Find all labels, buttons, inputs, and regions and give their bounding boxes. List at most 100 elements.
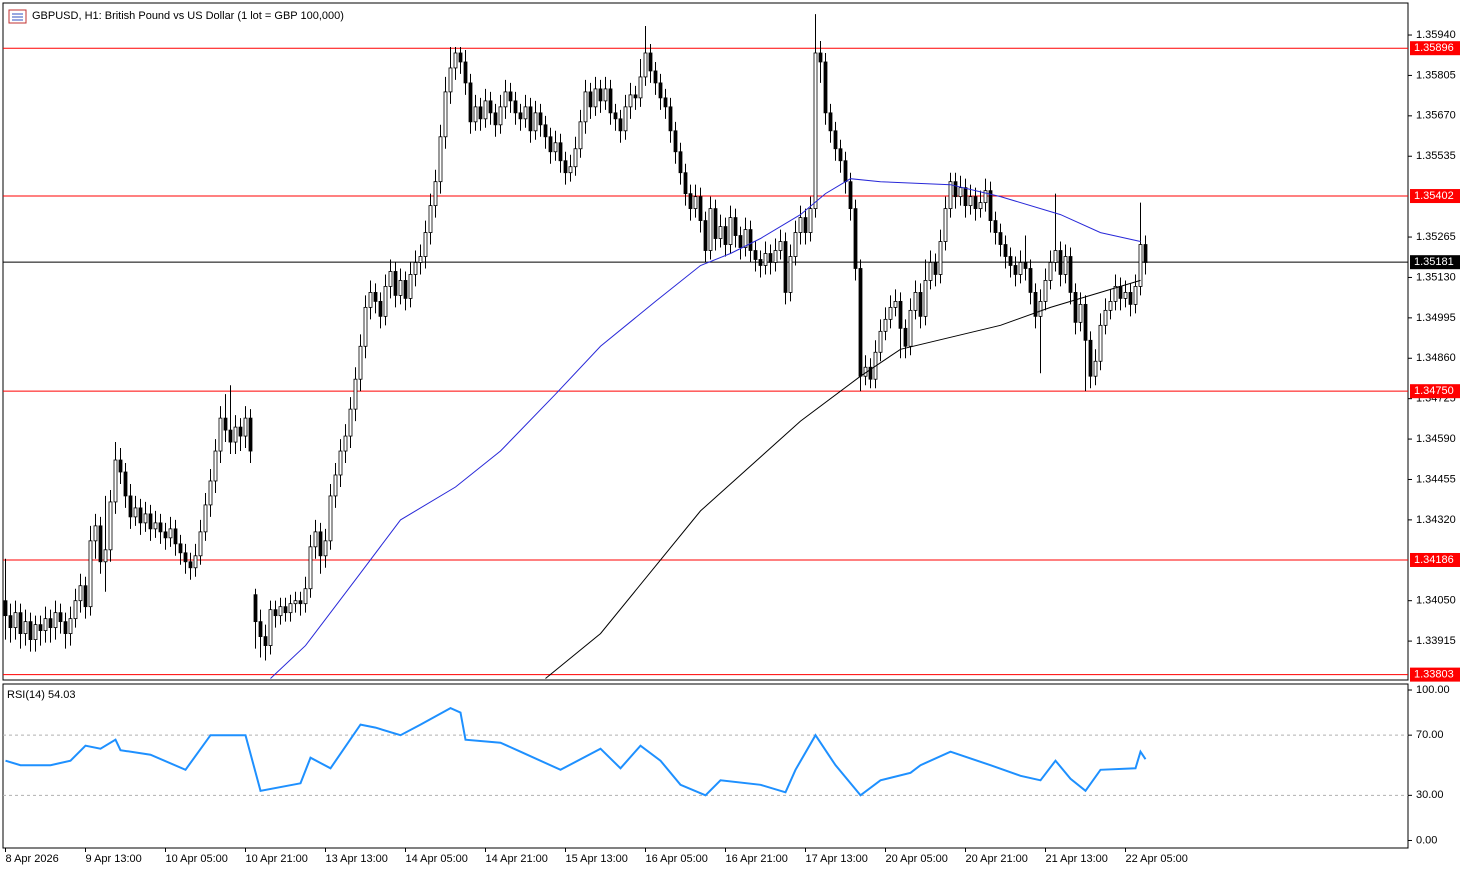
x-tick-label: 20 Apr 21:00 <box>966 853 1028 865</box>
indicator-pane <box>2 683 1409 849</box>
candle-body <box>133 507 138 518</box>
candle-body <box>673 130 678 153</box>
candle-body <box>533 112 538 132</box>
candle-body <box>653 70 658 84</box>
candle-body <box>1053 250 1058 263</box>
candle-body <box>643 52 648 78</box>
candle-body <box>8 615 13 629</box>
candle-body <box>178 543 183 554</box>
candle-body <box>1093 360 1098 377</box>
candle-body <box>658 82 663 99</box>
candle-body <box>398 280 403 296</box>
candle-body <box>508 91 513 102</box>
candle-body <box>273 609 278 617</box>
candle-body <box>363 306 368 347</box>
candle-body <box>598 88 603 102</box>
candle-body <box>1118 286 1123 299</box>
candle-body <box>783 241 788 293</box>
candle-body <box>738 235 743 248</box>
candle-body <box>378 300 383 317</box>
candle-body <box>3 600 8 617</box>
candle-body <box>208 480 213 506</box>
candle-body <box>798 217 803 233</box>
candle-body <box>148 513 153 530</box>
candle-body <box>763 253 768 266</box>
candle-body <box>103 549 108 563</box>
candle-body <box>943 208 948 242</box>
candle-body <box>93 525 98 542</box>
candle-body <box>428 205 433 233</box>
candle-body <box>718 226 723 239</box>
y-tick-label: 1.35805 <box>1416 69 1456 81</box>
candle-body <box>773 250 778 263</box>
candle-body <box>688 193 693 210</box>
candle-body <box>963 187 968 207</box>
candle-body <box>808 208 813 233</box>
candle-body <box>998 232 1003 245</box>
candle-body <box>1068 256 1073 293</box>
candle-body <box>433 181 438 207</box>
candle-body <box>993 220 998 233</box>
candle-body <box>958 187 963 198</box>
candle-body <box>1098 324 1103 362</box>
candle-body <box>853 208 858 269</box>
candle-body <box>1138 244 1143 287</box>
candle-body <box>158 522 163 533</box>
candle-body <box>1113 286 1118 302</box>
x-tick-label: 14 Apr 21:00 <box>486 853 548 865</box>
candle-body <box>143 513 148 524</box>
candle-body <box>728 217 733 245</box>
candle-body <box>88 540 93 608</box>
candle-body <box>98 525 103 563</box>
x-tick-label: 10 Apr 05:00 <box>166 853 228 865</box>
indicator-y-tick-label: 70.00 <box>1416 729 1444 741</box>
candle-body <box>498 106 503 126</box>
candle-body <box>628 94 633 108</box>
candle-body <box>38 624 43 632</box>
candle-body <box>458 52 463 63</box>
candle-body <box>1023 262 1028 269</box>
candle-body <box>28 621 33 640</box>
candle-body <box>708 208 713 251</box>
candle-body <box>1033 292 1038 317</box>
candle-body <box>698 196 703 221</box>
candle-body <box>528 106 533 132</box>
candle-body <box>1108 300 1113 311</box>
candle-body <box>168 528 173 539</box>
candle-body <box>1043 280 1048 302</box>
candle-body <box>308 546 313 590</box>
candle-body <box>538 112 543 126</box>
candle-body <box>1133 286 1138 305</box>
candle-body <box>48 618 53 629</box>
current-price-label: 1.35181 <box>1414 256 1454 268</box>
main-pane <box>2 2 1409 681</box>
candle-body <box>108 501 113 551</box>
candle-body <box>1073 292 1078 323</box>
candle-body <box>908 309 913 347</box>
candle-body <box>483 100 488 120</box>
candle-body <box>553 142 558 153</box>
candle-body <box>988 190 993 221</box>
candle-body <box>373 292 378 302</box>
candle-body <box>83 585 88 608</box>
candle-body <box>833 130 838 150</box>
y-tick-label: 1.35670 <box>1416 110 1456 122</box>
candle-body <box>648 52 653 72</box>
candle-body <box>618 118 623 132</box>
candle-body <box>333 474 338 497</box>
candle-body <box>858 268 863 377</box>
candle-body <box>313 531 318 548</box>
candle-body <box>588 91 593 108</box>
candle-body <box>73 600 78 620</box>
candle-body <box>18 612 23 635</box>
candle-body <box>353 378 358 410</box>
candle-body <box>223 417 228 431</box>
x-tick-label: 22 Apr 05:00 <box>1126 853 1188 865</box>
candle-body <box>608 88 613 114</box>
candle-body <box>913 292 918 311</box>
candle-body <box>733 217 738 236</box>
y-tick-label: 1.34320 <box>1416 514 1456 526</box>
candle-body <box>848 181 853 210</box>
candle-body <box>723 226 728 245</box>
